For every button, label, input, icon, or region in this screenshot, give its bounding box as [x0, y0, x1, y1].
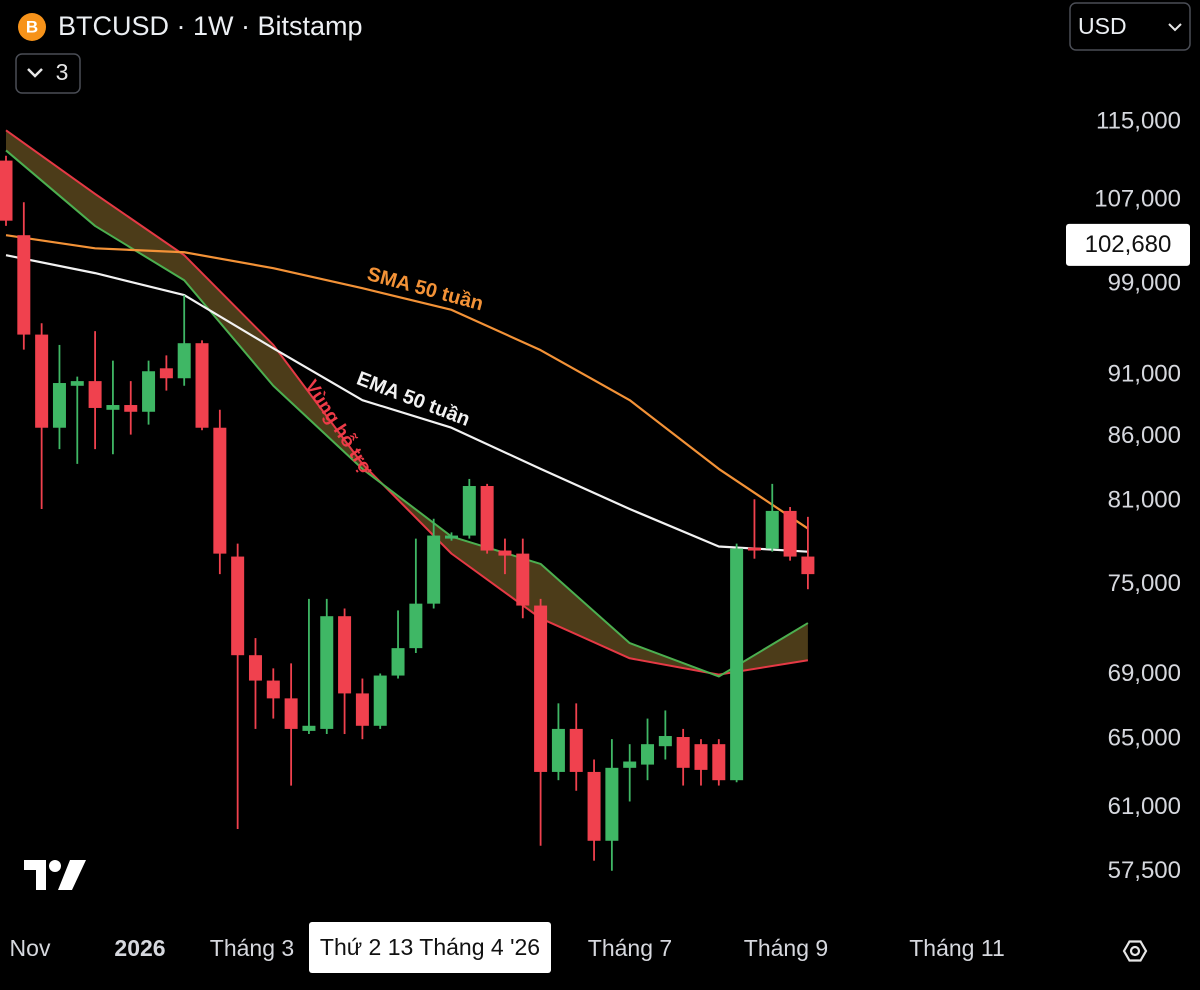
currency-dropdown[interactable]	[1069, 2, 1191, 51]
candle-body	[765, 510, 779, 549]
candle-body	[338, 616, 352, 694]
y-tick-label: 57,500	[1108, 857, 1181, 884]
candle-body	[159, 368, 173, 379]
bitcoin-icon	[18, 13, 46, 41]
candle-body	[213, 427, 227, 554]
y-tick-label: 115,000	[1096, 108, 1181, 135]
y-tick-label: 75,000	[1108, 570, 1181, 597]
indicator-toggle[interactable]	[15, 53, 81, 94]
x-axis-label: Nov	[10, 935, 51, 961]
candle-body	[534, 605, 548, 772]
candle-body	[587, 771, 601, 841]
y-tick-label: 91,000	[1108, 361, 1181, 388]
support-zone-line	[5, 149, 809, 678]
candle-body	[409, 603, 423, 649]
candle-body	[391, 648, 405, 676]
candle-body	[641, 744, 655, 765]
support-zone-line	[5, 129, 809, 676]
candle-body	[658, 736, 672, 747]
candle-body	[284, 698, 298, 729]
x-axis-label: 2026	[114, 935, 165, 961]
x-axis-label: Tháng 7	[588, 935, 672, 961]
candle-body	[195, 343, 209, 428]
crosshair-date-box	[309, 922, 551, 973]
settings-icon-center	[1129, 945, 1141, 957]
candle-body	[266, 680, 280, 699]
y-tick-label: 107,000	[1094, 186, 1181, 213]
y-tick-label: 69,000	[1108, 660, 1181, 687]
candle-body	[462, 486, 476, 536]
tradingview-logo	[24, 860, 86, 890]
y-tick-label: 61,000	[1108, 793, 1181, 820]
candle-body	[480, 486, 494, 551]
candle-body	[569, 728, 583, 772]
candle-body	[0, 160, 13, 221]
candle-body	[516, 553, 530, 606]
candle-body	[70, 381, 84, 386]
candle-body	[605, 767, 619, 841]
y-tick-label: 86,000	[1108, 422, 1181, 449]
dropdown-chevron	[1168, 23, 1182, 32]
chevron-icon	[27, 68, 43, 78]
candle-body	[35, 334, 49, 428]
candle-body	[498, 550, 512, 556]
price-axis: 57,500 61,000 65,000 69,000 75,000 81,000 86,0…	[1062, 108, 1190, 884]
candle-body	[52, 383, 66, 428]
currency-label: USD	[1078, 13, 1127, 39]
plot-area	[0, 129, 815, 871]
candle-body	[302, 725, 316, 731]
x-axis-label: Tháng 9	[744, 935, 828, 961]
y-tick-label: 65,000	[1108, 725, 1181, 752]
candle-body	[248, 655, 262, 681]
y-tick-label: 81,000	[1108, 487, 1181, 514]
last-price-box	[1066, 223, 1190, 266]
sma-annotation: SMA 50 tuần	[365, 263, 486, 315]
candle-body	[801, 556, 815, 575]
candle-body	[231, 556, 245, 656]
candle-body	[355, 693, 369, 726]
crosshair-date: Thứ 2 13 Tháng 4 '26	[320, 934, 540, 960]
symbol-title: BTCUSD · 1W · Bitstamp	[58, 11, 363, 41]
candle-body	[320, 616, 334, 729]
moving-average-line	[5, 254, 808, 553]
x-axis-label: Tháng 3	[210, 935, 294, 961]
candle-body	[88, 381, 102, 408]
x-axis-label: Tháng 11	[909, 935, 1004, 961]
candle-body	[106, 405, 120, 410]
bitcoin-icon-glyph: B	[26, 17, 38, 36]
y-tick-label: 99,000	[1108, 270, 1181, 297]
candle-body	[445, 535, 458, 539]
settings-icon[interactable]	[1122, 940, 1148, 962]
ema-annotation: EMA 50 tuần	[354, 368, 473, 431]
moving-average-line	[5, 234, 809, 530]
candle-body	[177, 343, 191, 379]
last-price-label: 102,680	[1085, 231, 1172, 258]
candle-body	[712, 744, 726, 781]
candle-body	[783, 510, 797, 557]
candle-body	[623, 761, 637, 768]
candle-body	[124, 405, 138, 412]
indicator-count: 3	[56, 59, 69, 85]
candle-body	[747, 547, 761, 551]
candle-body	[676, 737, 690, 768]
candle-body	[142, 371, 156, 412]
candle-body	[427, 535, 441, 604]
candle-body	[373, 675, 387, 726]
candle-body	[17, 235, 31, 335]
candle-body	[551, 728, 565, 772]
candle-body	[694, 744, 708, 770]
candle-body	[730, 548, 744, 781]
